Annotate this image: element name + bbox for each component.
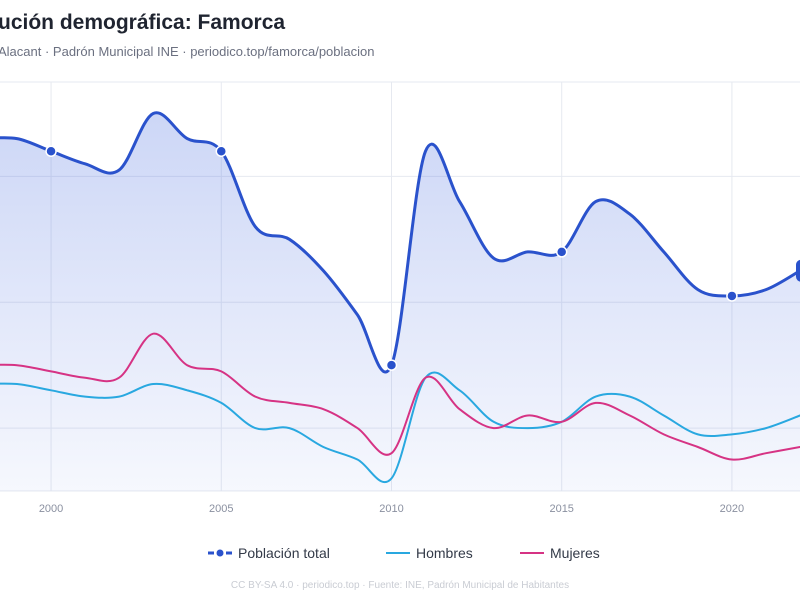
legend-label-hombres: Hombres (416, 545, 473, 561)
series-line-total (0, 111, 800, 374)
footer-credits: CC BY-SA 4.0 · periodico.top · Fuente: I… (230, 580, 570, 591)
legend-label-mujeres: Mujeres (550, 545, 600, 561)
x-tick-label-2000: 2000 (39, 503, 63, 515)
x-tick-label-2005: 2005 (209, 503, 233, 515)
total-marker-2015[interactable] (555, 246, 568, 258)
chart-subtitle: Alacant · Padrón Municipal INE · periodi… (0, 44, 375, 59)
x-tick-label-2020: 2020 (720, 503, 744, 515)
total-marker-2005[interactable] (215, 145, 228, 157)
population-line-chart: 2000 2005 2010 2015 2020 Población total Homb… (0, 81, 800, 561)
total-marker-2000[interactable] (45, 145, 57, 157)
x-axis-ticks: 2000 2005 2010 2015 2020 (39, 503, 744, 515)
total-area-fill (0, 112, 800, 491)
plot-area (0, 111, 800, 491)
x-tick-label-2010: 2010 (379, 503, 403, 515)
total-last-point-highlight[interactable] (796, 259, 800, 282)
legend-marker-total (216, 549, 224, 557)
x-tick-label-2015: 2015 (549, 503, 573, 515)
legend-item-total[interactable]: Población total (208, 545, 330, 561)
legend-label-total: Población total (238, 545, 330, 561)
total-marker-2010[interactable] (385, 359, 398, 371)
chart-title: ución demográfica: Famorca (0, 11, 286, 34)
series-line-hombres (0, 371, 800, 483)
legend-item-hombres[interactable]: Hombres (386, 545, 473, 561)
legend-item-mujeres[interactable]: Mujeres (520, 545, 600, 561)
legend[interactable]: Población total Hombres Mujeres (208, 545, 600, 561)
series-line-mujeres (0, 332, 800, 461)
total-marker-2020[interactable] (726, 290, 738, 302)
